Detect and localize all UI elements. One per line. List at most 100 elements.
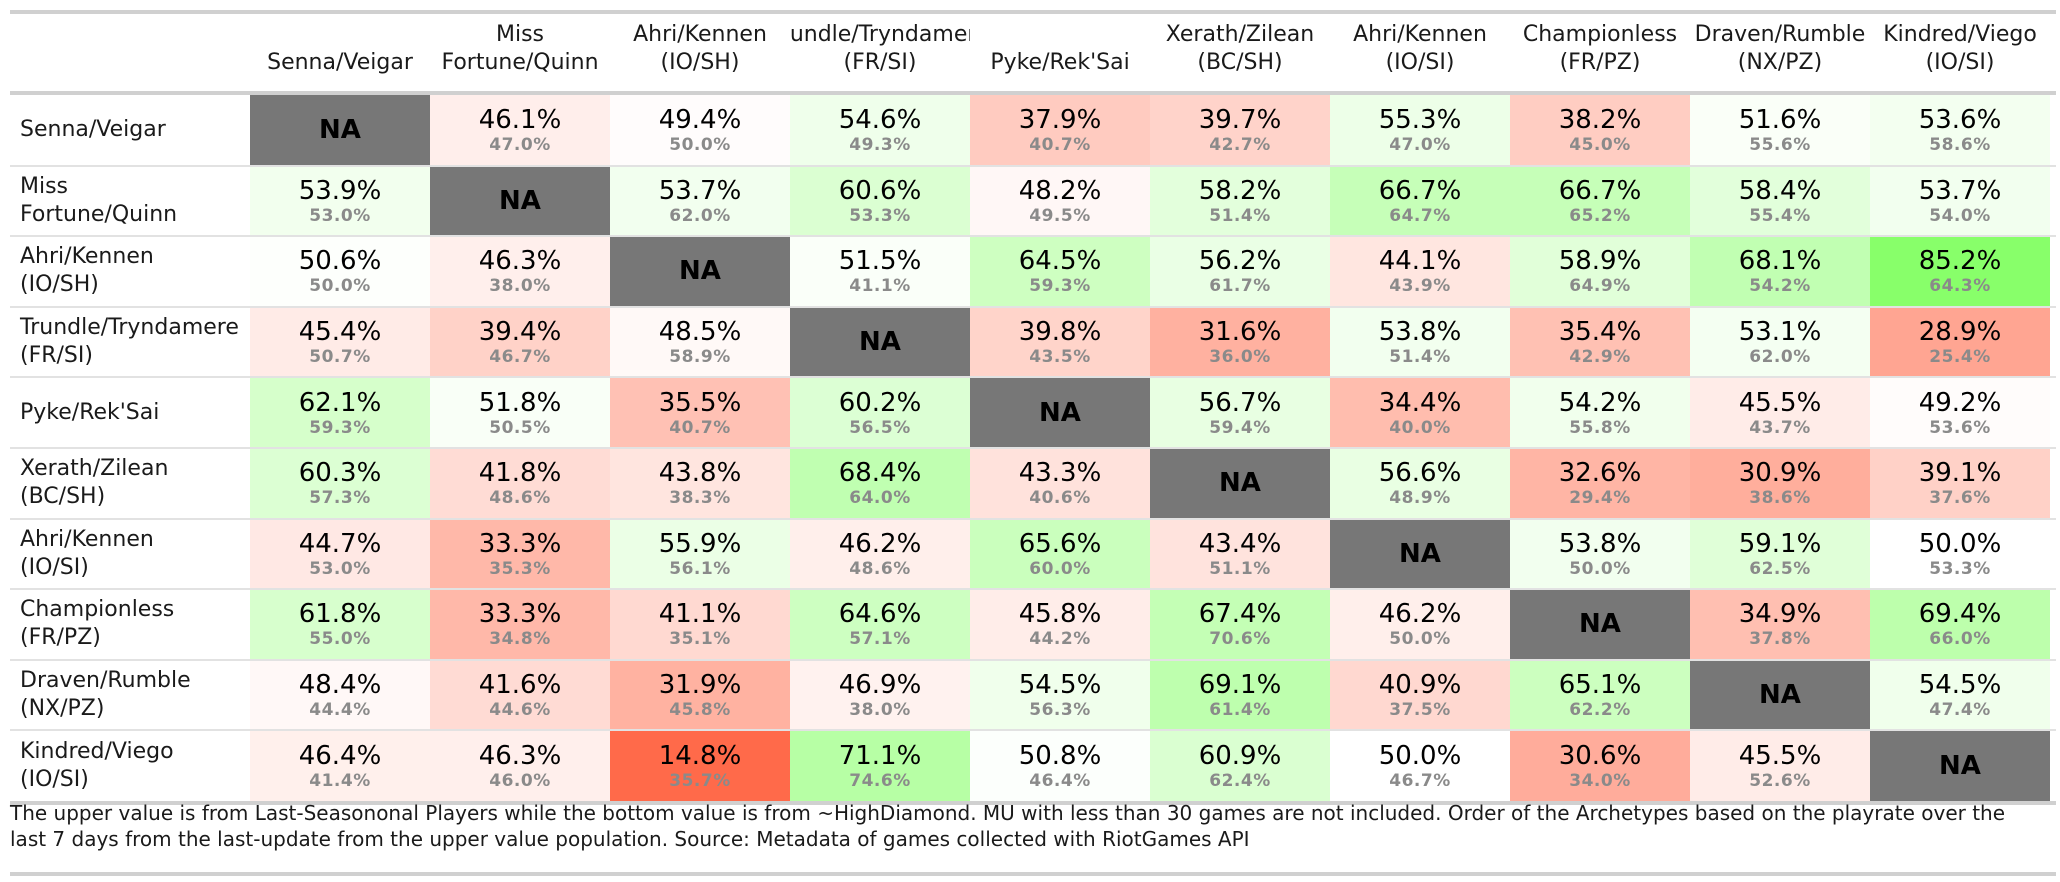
heatmap-cell: 43.4% 51.1% (1150, 518, 1330, 590)
lower-value: 64.3% (1929, 276, 1991, 297)
na-label: NA (1219, 468, 1261, 499)
heatmap-cell: 33.3% 34.8% (430, 589, 610, 660)
lower-value: 62.0% (669, 205, 731, 226)
upper-value: 30.6% (1558, 740, 1642, 771)
row-header-label: Senna/Veigar (20, 117, 166, 143)
lower-value: 46.7% (489, 347, 551, 368)
lower-value: 37.5% (1389, 700, 1451, 721)
lower-value: 64.7% (1389, 205, 1451, 226)
lower-value: 50.0% (309, 276, 371, 297)
upper-value: 34.9% (1738, 599, 1822, 630)
row-separator (10, 235, 2056, 238)
upper-value: 14.8% (658, 740, 742, 771)
row-header: Championless (FR/PZ) (10, 589, 250, 660)
column-header: Championless (FR/PZ) (1510, 14, 1690, 91)
lower-value: 48.6% (489, 488, 551, 509)
lower-value: 44.4% (309, 700, 371, 721)
lower-value: 64.9% (1569, 276, 1631, 297)
heatmap-cell: 56.7% 59.4% (1150, 377, 1330, 448)
upper-value: 60.3% (298, 458, 382, 489)
lower-value: 47.0% (489, 135, 551, 156)
lower-value: 46.0% (489, 770, 551, 791)
lower-value: 25.4% (1929, 347, 1991, 368)
heatmap-cell: 53.9% 53.0% (250, 165, 430, 237)
column-header: Pyke/Rek'Sai (970, 14, 1150, 91)
upper-value: 44.7% (298, 528, 382, 559)
heatmap-cell: 45.5% 52.6% (1690, 730, 1870, 801)
upper-value: 33.3% (478, 599, 562, 630)
heatmap-cell: 50.6% 50.0% (250, 236, 430, 307)
lower-value: 47.0% (1389, 135, 1451, 156)
upper-value: 31.6% (1198, 317, 1282, 348)
heatmap-cell: 45.4% 50.7% (250, 306, 430, 378)
heatmap-cell: 49.4% 50.0% (610, 95, 790, 166)
heatmap-cell: 53.7% 54.0% (1870, 165, 2050, 237)
upper-value: 53.1% (1738, 317, 1822, 348)
lower-value: 45.8% (669, 700, 731, 721)
upper-value: 49.4% (658, 105, 742, 136)
heatmap-cell: 34.4% 40.0% (1330, 377, 1510, 448)
heatmap-cell: 41.8% 48.6% (430, 448, 610, 519)
column-header-label: Kindred/Viego (1883, 22, 2037, 47)
lower-value: 40.7% (1029, 135, 1091, 156)
heatmap-cell: 66.7% 65.2% (1510, 165, 1690, 237)
column-header-label: (FR/PZ) (1559, 50, 1641, 75)
column-header: Senna/Veigar (250, 14, 430, 91)
heatmap-cell: 38.2% 45.0% (1510, 95, 1690, 166)
heatmap-cell: 50.8% 46.4% (970, 730, 1150, 801)
row-header-label: (IO/SI) (20, 554, 89, 580)
column-header-label: Ahri/Kennen (1353, 22, 1487, 47)
upper-value: 48.4% (298, 670, 382, 701)
upper-value: 55.3% (1378, 105, 1462, 136)
heatmap-cell: 43.8% 38.3% (610, 448, 790, 519)
row-header-label: Fortune/Quinn (20, 201, 178, 227)
row-header-label: (IO/SH) (20, 272, 99, 298)
heatmap-cell: 64.6% 57.1% (790, 589, 970, 660)
upper-value: 54.5% (1018, 670, 1102, 701)
heatmap-cell: 53.8% 50.0% (1510, 518, 1690, 590)
heatmap-cell: 48.5% 58.9% (610, 306, 790, 378)
upper-value: 41.8% (478, 458, 562, 489)
lower-value: 50.5% (489, 417, 551, 438)
na-label: NA (1579, 609, 1621, 640)
row-header-label: Ahri/Kennen (20, 526, 154, 552)
upper-value: 61.8% (298, 599, 382, 630)
upper-value: 51.5% (838, 246, 922, 277)
row-header: Xerath/Zilean (BC/SH) (10, 448, 250, 519)
lower-value: 56.5% (849, 417, 911, 438)
upper-value: 30.9% (1738, 458, 1822, 489)
lower-value: 43.7% (1749, 417, 1811, 438)
row-header-label: (BC/SH) (20, 484, 106, 510)
table-bottom-rule (10, 801, 2056, 805)
lower-value: 43.9% (1389, 276, 1451, 297)
upper-value: 49.2% (1918, 387, 2002, 418)
column-header: Draven/Rumble (NX/PZ) (1690, 14, 1870, 91)
upper-value: 54.2% (1558, 387, 1642, 418)
upper-value: 71.1% (838, 740, 922, 771)
lower-value: 35.3% (489, 558, 551, 579)
upper-value: 60.9% (1198, 740, 1282, 771)
column-header: Xerath/Zilean (BC/SH) (1150, 14, 1330, 91)
row-header: Draven/Rumble (NX/PZ) (10, 660, 250, 731)
upper-value: 65.6% (1018, 528, 1102, 559)
upper-value: 69.4% (1918, 599, 2002, 630)
lower-value: 48.6% (849, 558, 911, 579)
lower-value: 51.4% (1209, 205, 1271, 226)
lower-value: 53.3% (1929, 558, 1991, 579)
upper-value: 51.6% (1738, 105, 1822, 136)
upper-value: 35.5% (658, 387, 742, 418)
column-header: Trundle/Tryndamere (FR/SI) (790, 14, 970, 91)
lower-value: 62.0% (1749, 347, 1811, 368)
upper-value: 68.1% (1738, 246, 1822, 277)
row-header-label: Championless (20, 597, 175, 623)
column-header-label: (IO/SI) (1925, 50, 1995, 75)
upper-value: 39.4% (478, 317, 562, 348)
lower-value: 40.6% (1029, 488, 1091, 509)
heatmap-cell: 32.6% 29.4% (1510, 448, 1690, 519)
upper-value: 59.1% (1738, 528, 1822, 559)
lower-value: 43.5% (1029, 347, 1091, 368)
heatmap-cell: 31.9% 45.8% (610, 659, 790, 731)
heatmap-cell: 46.4% 41.4% (250, 730, 430, 801)
upper-value: 66.7% (1378, 175, 1462, 206)
heatmap-cell: 30.9% 38.6% (1690, 448, 1870, 519)
